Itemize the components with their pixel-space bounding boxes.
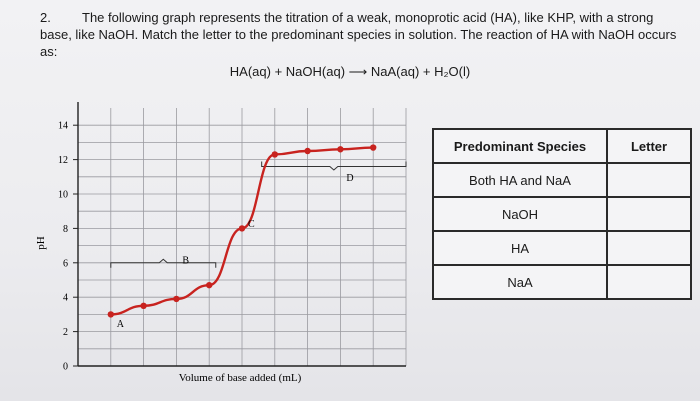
titration-curve [107,144,377,318]
y-tick-label: 14 [58,121,68,132]
table-row: NaA [432,264,692,300]
data-point [337,146,344,153]
species-cell: NaA [432,264,608,300]
letter-cell[interactable] [606,162,692,198]
y-tick-label: 8 [63,224,68,235]
data-point [206,281,213,289]
species-cell: NaOH [432,196,608,232]
header-species: Predominant Species [432,128,608,164]
data-point [304,147,311,155]
y-axis-label: pH [35,236,47,250]
y-tick-label: 10 [58,190,68,201]
y-tick-label: 12 [58,155,68,166]
chart-axes [77,102,406,367]
table-row: Both HA and NaA [432,162,692,198]
table-header-row: Predominant Species Letter [432,128,692,164]
data-point [107,311,115,318]
y-tick-label: 0 [63,362,68,373]
data-point [271,151,278,158]
bracket [261,161,407,171]
y-tick-label: 4 [63,293,68,304]
point-label-b: B [182,255,189,266]
question-body: The following graph represents the titra… [40,10,677,59]
letter-cell[interactable] [606,196,692,232]
point-label-c: C [248,219,255,230]
point-labels: A B C D [117,173,354,330]
question-text: 2. The following graph represents the tit… [40,9,680,60]
species-table: Predominant Species Letter Both HA and N… [432,128,692,300]
data-point [238,225,246,232]
species-cell: HA [432,230,608,266]
letter-cell[interactable] [606,264,692,300]
header-letter: Letter [606,128,692,164]
letter-cell[interactable] [606,230,692,266]
x-axis-label: Volume of base added (mL) [179,372,302,384]
table-row: NaOH [432,196,692,232]
data-point [173,295,180,303]
species-cell: Both HA and NaA [432,162,608,198]
table-row: HA [432,230,692,266]
region-brackets [110,161,407,268]
bracket [110,258,217,268]
data-point [370,144,377,151]
point-label-a: A [117,319,125,330]
point-label-d: D [346,173,353,184]
y-tick-labels: 0 2 4 6 8 10 12 14 [58,121,78,373]
reaction-equation: HA(aq) + NaOH(aq) ⟶ NaA(aq) + H₂O(l) [229,64,471,79]
question-number: 2. [40,10,51,25]
y-tick-label: 6 [63,258,68,269]
data-point [140,302,147,309]
chart-grid [78,108,407,366]
y-tick-label: 2 [63,327,68,338]
